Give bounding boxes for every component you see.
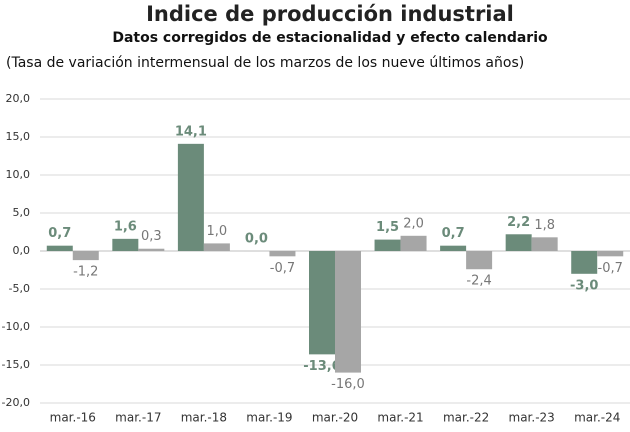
y-tick-label: 15,0	[6, 130, 31, 143]
data-label: -2,4	[466, 274, 491, 289]
data-label: -3,0	[570, 278, 598, 293]
data-label: 0,7	[442, 226, 465, 241]
x-tick-label: mar.-24	[574, 411, 620, 425]
data-label: -13,6	[303, 359, 340, 374]
x-tick-label: mar.-16	[50, 411, 96, 425]
x-tick-label: mar.-18	[181, 411, 227, 425]
y-tick-label: -10,0	[2, 320, 30, 333]
bar	[309, 251, 335, 355]
data-label: -16,0	[331, 377, 365, 392]
y-tick-label: -20,0	[2, 396, 30, 409]
x-tick-label: mar.-20	[312, 411, 358, 425]
x-tick-label: mar.-17	[115, 411, 161, 425]
bar	[112, 238, 139, 251]
y-tick-label: -5,0	[9, 282, 30, 295]
data-label: 0,7	[48, 226, 71, 241]
bar	[466, 251, 493, 270]
bar	[440, 245, 467, 251]
chart-subtitle: Datos corregidos de estacionalidad y efe…	[112, 30, 548, 46]
x-tick-label: mar.-21	[377, 411, 423, 425]
x-tick-label: mar.-23	[509, 411, 555, 425]
data-label: 0,0	[245, 232, 268, 247]
bar	[72, 251, 99, 261]
bar	[269, 251, 296, 257]
data-label: -1,2	[73, 265, 98, 280]
chart-note: (Tasa de variación intermensual de los m…	[6, 55, 524, 71]
data-label: -0,7	[598, 261, 623, 276]
y-tick-label: 5,0	[13, 206, 31, 219]
bar	[531, 237, 558, 251]
chart-title: Indice de producción industrial	[146, 2, 514, 26]
bar	[46, 245, 73, 251]
bar	[571, 251, 598, 274]
x-tick-label: mar.-19	[246, 411, 292, 425]
bar	[203, 243, 230, 251]
data-label: 1,6	[114, 219, 137, 234]
data-label: 2,2	[507, 215, 530, 230]
y-tick-label: 10,0	[6, 168, 31, 181]
bar	[335, 251, 361, 373]
y-tick-label: -15,0	[2, 358, 30, 371]
bar	[400, 235, 427, 251]
bar	[597, 251, 624, 257]
data-label: 2,0	[403, 216, 424, 231]
bar	[505, 234, 532, 251]
data-label: 0,3	[141, 229, 162, 244]
data-label: -0,7	[270, 261, 295, 276]
data-label: 1,0	[207, 224, 228, 239]
data-label: 1,8	[534, 218, 555, 233]
bar	[374, 239, 401, 251]
data-label: 14,1	[175, 124, 207, 139]
y-tick-label: 20,0	[6, 92, 31, 105]
data-label: 1,5	[376, 220, 399, 235]
y-tick-label: 0,0	[13, 244, 31, 257]
bar	[177, 143, 204, 251]
bar	[138, 248, 165, 251]
x-tick-label: mar.-22	[443, 411, 489, 425]
